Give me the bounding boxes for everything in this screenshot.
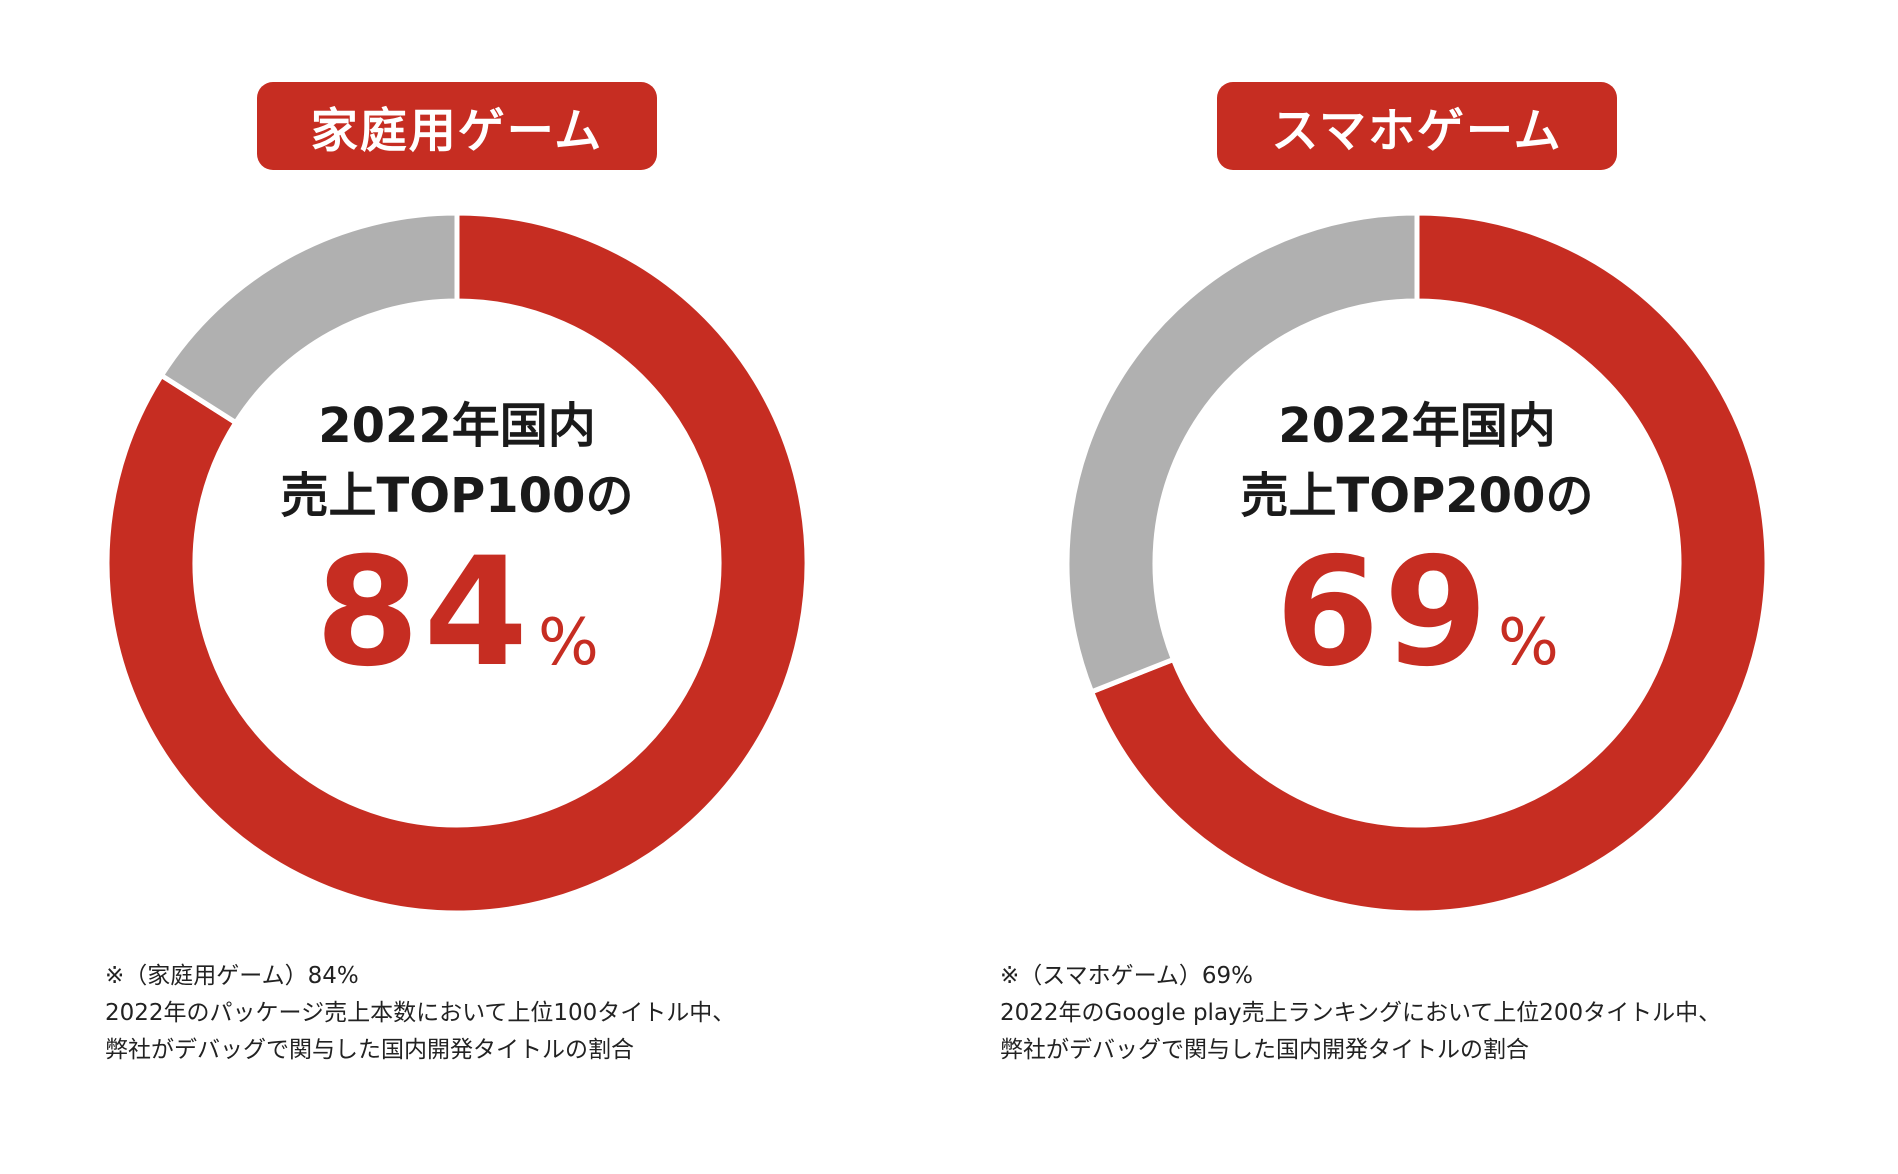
footnote: ※（家庭用ゲーム）84% 2022年のパッケージ売上本数において上位100タイト… [105, 958, 735, 1069]
chart-title-badge: 家庭用ゲーム [257, 82, 657, 170]
chart-title: スマホゲーム [1271, 103, 1563, 159]
donut-chart: 2022年国内 売上TOP200の 69% [1062, 208, 1772, 918]
percent-value: 69 [1275, 526, 1492, 700]
chart-title-badge: スマホゲーム [1217, 82, 1617, 170]
donut-slice-share [104, 210, 810, 916]
donut-svg [104, 210, 810, 916]
footnote-line: 弊社がデバッグで関与した国内開発タイトルの割合 [105, 1037, 634, 1063]
chart-panel-smartphone: スマホゲーム 2022年国内 売上TOP200の 69% ※（スマホゲーム）69… [949, 0, 1898, 1174]
percent-display: 84% [102, 538, 812, 688]
footnote-line: 弊社がデバッグで関与した国内開発タイトルの割合 [1000, 1037, 1529, 1063]
center-label-line1: 2022年国内 [1278, 398, 1556, 454]
footnote-line: ※（家庭用ゲーム）84% [105, 963, 359, 989]
center-label-line1: 2022年国内 [318, 398, 596, 454]
donut-slice-remainder [158, 210, 460, 427]
donut-slice-remainder [1064, 210, 1420, 696]
donut-svg [1064, 210, 1770, 916]
chart-panel-console: 家庭用ゲーム 2022年国内 売上TOP100の 84% ※（家庭用ゲーム）84… [102, 82, 812, 1069]
footnote: ※（スマホゲーム）69% 2022年のGoogle play売上ランキングにおい… [1000, 958, 1721, 1069]
footnote-line: 2022年のGoogle play売上ランキングにおいて上位200タイトル中、 [1000, 1000, 1722, 1026]
footnote-line: ※（スマホゲーム）69% [1000, 963, 1254, 989]
chart-title: 家庭用ゲーム [310, 103, 604, 159]
percent-display: 69% [1062, 538, 1772, 688]
center-label-line2: 売上TOP200の [1240, 468, 1594, 524]
footnote-line: 2022年のパッケージ売上本数において上位100タイトル中、 [105, 1000, 736, 1026]
donut-slice-share [1088, 210, 1770, 916]
percent-value: 84 [315, 526, 532, 700]
donut-chart: 2022年国内 売上TOP100の 84% [102, 208, 812, 918]
percent-unit: % [537, 606, 599, 680]
center-label-line2: 売上TOP100の [280, 468, 634, 524]
percent-unit: % [1497, 606, 1559, 680]
